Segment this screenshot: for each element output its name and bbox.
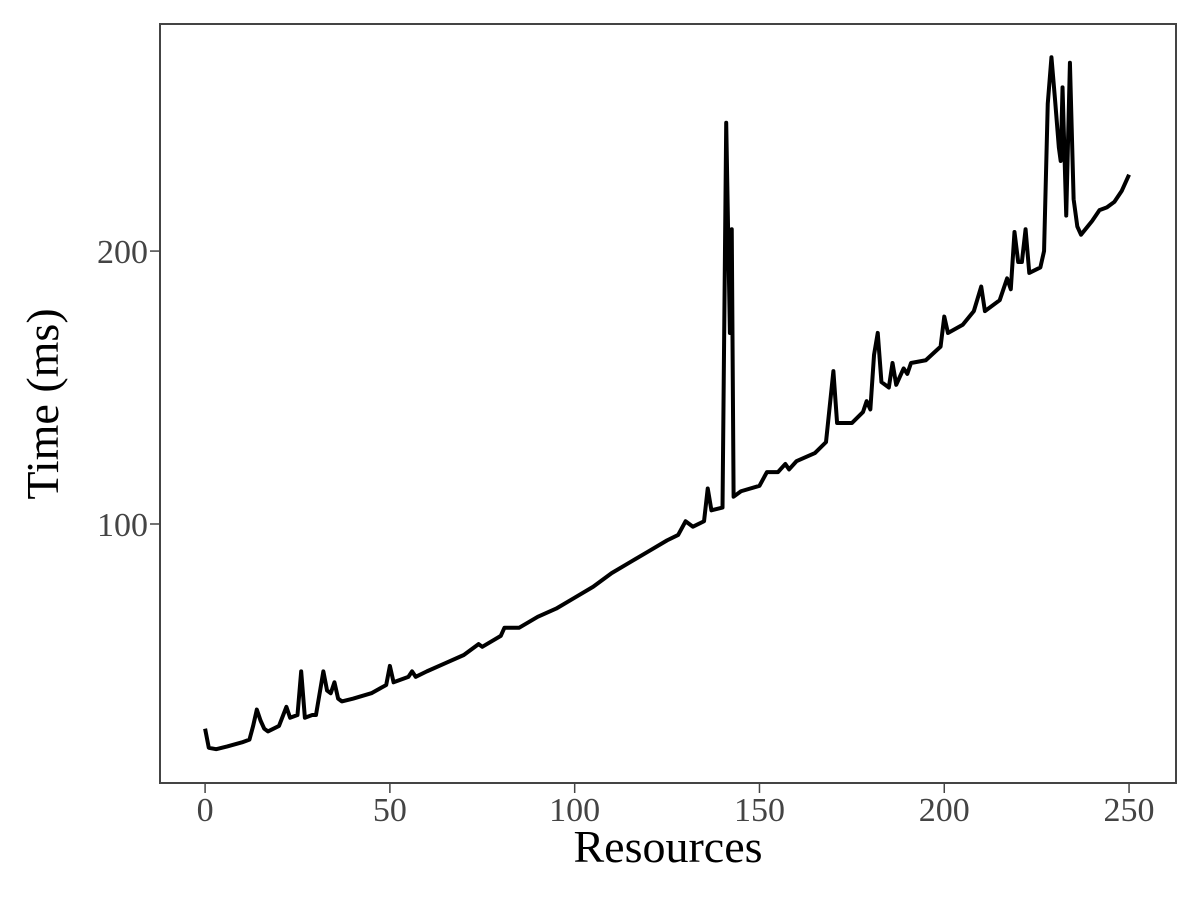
plot-frame: [159, 23, 1177, 784]
y-axis-label: Time (ms): [17, 308, 68, 499]
data-line: [203, 55, 1131, 752]
x-tick-label: 0: [197, 792, 214, 829]
x-tick-label: 50: [373, 792, 407, 829]
x-axis-label: Resources: [573, 821, 762, 872]
x-tick-label: 200: [919, 792, 970, 829]
y-tick-label: 200: [97, 234, 148, 271]
x-tick-label: 150: [734, 792, 785, 829]
y-tick-label: 100: [97, 507, 148, 544]
x-tick-label: 100: [549, 792, 600, 829]
x-tick-label: 250: [1104, 792, 1155, 829]
